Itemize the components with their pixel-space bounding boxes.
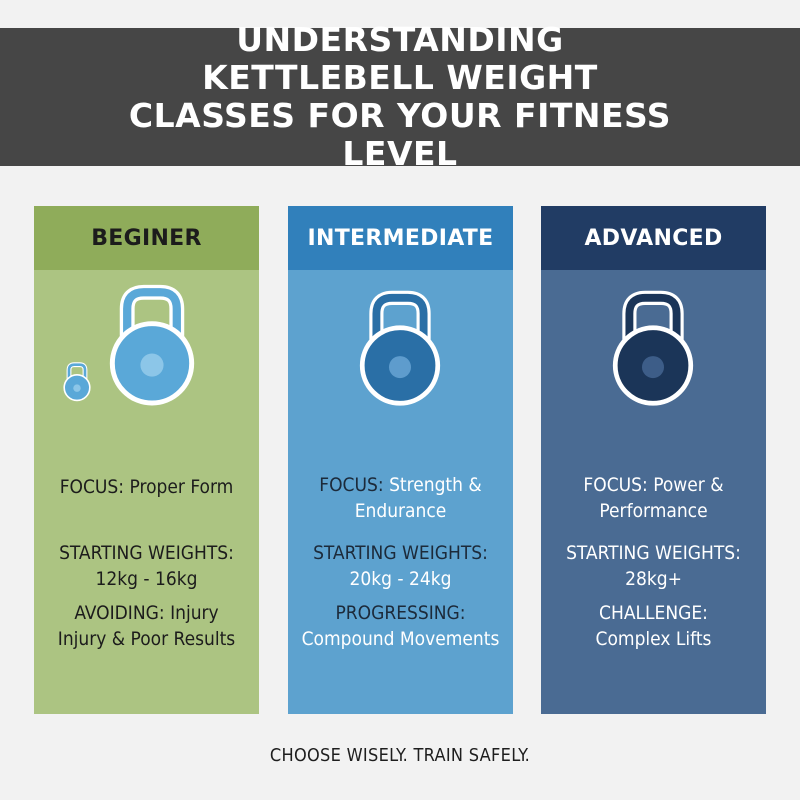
starting-weights: STARTING WEIGHTS: 28kg+ bbox=[566, 542, 741, 590]
starting-weights: STARTING WEIGHTS: 20kg - 24kg bbox=[313, 542, 488, 590]
avoiding-text: AVOIDING: Injury Injury & Poor Results bbox=[57, 602, 236, 650]
small-kettlebell-icon bbox=[63, 362, 91, 402]
card-beginner: BEGINER FOCUS: Proper Form STARTING WEIG… bbox=[34, 206, 259, 714]
card-intermediate: INTERMEDIATE FOCUS: Strength & Endurance… bbox=[288, 206, 513, 714]
kettlebell-icon bbox=[109, 284, 195, 406]
card-header: BEGINER bbox=[34, 206, 259, 270]
footer-tagline: CHOOSE WISELY. TRAIN SAFELY. bbox=[269, 745, 531, 766]
focus-text: FOCUS: Proper Form bbox=[59, 476, 234, 498]
card-advanced: ADVANCED FOCUS: Power & Performance STAR… bbox=[541, 206, 766, 714]
icon-area bbox=[288, 284, 513, 414]
starting-weights: STARTING WEIGHTS: 12kg - 16kg bbox=[59, 542, 234, 590]
icon-area bbox=[34, 284, 259, 414]
focus-text: FOCUS: Power & Performance bbox=[583, 474, 724, 522]
icon-area bbox=[541, 284, 766, 414]
title-banner: UNDERSTANDING KETTLEBELL WEIGHT CLASSES … bbox=[0, 21, 800, 173]
challenge-text: CHALLENGE: Complex Lifts bbox=[595, 602, 712, 650]
kettlebell-icon bbox=[612, 290, 694, 406]
page-title: UNDERSTANDING KETTLEBELL WEIGHT CLASSES … bbox=[128, 20, 672, 173]
progressing-text: PROGRESSING: Compound Movements bbox=[301, 602, 500, 650]
card-header: ADVANCED bbox=[541, 206, 766, 270]
kettlebell-icon bbox=[359, 290, 441, 406]
card-header: INTERMEDIATE bbox=[288, 206, 513, 270]
focus-text: FOCUS: Strength & Endurance bbox=[319, 474, 482, 522]
